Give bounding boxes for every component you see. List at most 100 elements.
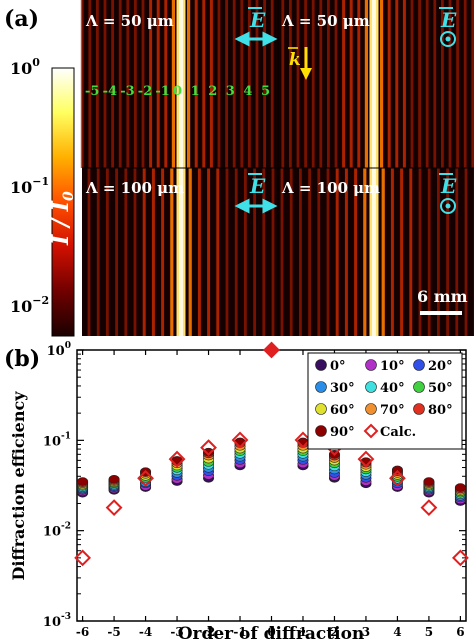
axes: -6 -5 -4 -3 -2 -1 0 1 2 3 4 5 6 100 10-1 10-2 10-3 (43, 341, 466, 639)
x-axis-label: Order of diffraction (178, 624, 365, 641)
legend-marker (315, 359, 327, 371)
x-tick-label: -2 (202, 625, 215, 639)
fringe (197, 168, 201, 336)
fringe (134, 0, 137, 168)
fringe (395, 0, 399, 168)
x-tick-label: -1 (233, 625, 246, 639)
data-point (454, 483, 466, 492)
fringe (311, 0, 315, 168)
fringe (390, 168, 394, 336)
e-field-label-4: E (440, 174, 457, 198)
legend-entry: 50° (428, 381, 453, 396)
x-tick-label: -6 (76, 625, 89, 639)
legend-entry: 0° (330, 359, 346, 374)
intensity-subpanel-1 (80, 0, 282, 168)
fringe (88, 0, 92, 168)
fringe (253, 168, 256, 336)
legend-marker (315, 425, 327, 437)
legend: 0° 10° 20° 30° 40° 50° 60° 70° 80° 90° Calc. (307, 352, 463, 450)
out-of-plane-dot-2 (445, 203, 451, 209)
fringe (209, 0, 213, 168)
panel-b-label: (b) (4, 346, 40, 372)
legend-entry: 70° (380, 403, 405, 418)
x-tick-label: 4 (393, 625, 401, 639)
zero-order-core (179, 168, 183, 336)
legend-entry: 10° (380, 359, 405, 374)
fringe (96, 168, 100, 336)
order-label: 0 (173, 84, 182, 99)
fringe (471, 0, 474, 168)
fringe (141, 0, 145, 168)
fringe (171, 0, 175, 168)
fringe (326, 168, 330, 336)
fringe (126, 0, 130, 168)
subpanel-title-3: Λ = 100 μm (85, 179, 184, 197)
y-tick-label: 10-3 (43, 612, 71, 630)
zero-order-core (179, 0, 183, 168)
legend-marker (365, 381, 377, 393)
y-tick-label: 10-1 (43, 431, 71, 449)
fringe (289, 168, 293, 336)
fringe (335, 168, 339, 336)
calc-point (420, 499, 438, 517)
x-tick-label: 1 (299, 625, 307, 639)
calc-point (74, 549, 92, 567)
calc-point (137, 469, 154, 487)
fringe (202, 0, 206, 168)
fringe (299, 168, 302, 336)
fringe (80, 0, 84, 168)
subpanel-title-4: Λ = 100 μm (281, 179, 380, 197)
colorbar-ticks: 100 10−1 10−2 (10, 56, 49, 316)
fringe (207, 168, 211, 336)
fringe (164, 0, 168, 168)
fringe (319, 0, 323, 168)
fringe (103, 0, 107, 168)
legend-marker (315, 403, 327, 415)
fringe (188, 168, 192, 336)
fringe (281, 0, 285, 168)
panel-a: (a) 100 10−1 10−2 I / I0 Λ = 50 μm Λ = 5… (4, 0, 474, 337)
fringe (418, 0, 421, 168)
fringe (194, 0, 198, 168)
legend-marker (413, 359, 425, 371)
fringe (433, 0, 437, 168)
intensity-subpanel-2 (278, 0, 474, 168)
calc-point (357, 450, 375, 468)
fringe (255, 0, 259, 168)
fringe (344, 168, 348, 336)
calc-point (105, 499, 123, 517)
fringe (308, 168, 311, 336)
fringe (248, 0, 251, 168)
fringe (270, 0, 274, 168)
legend-entry: 20° (428, 359, 453, 374)
fringe (464, 168, 468, 336)
fringe (364, 0, 368, 168)
order-label: 3 (226, 84, 235, 99)
x-tick-label: 3 (362, 625, 370, 639)
fringe (409, 168, 413, 336)
k-vector-label: k (289, 50, 301, 70)
calc-point (451, 549, 469, 567)
fringe (456, 0, 459, 168)
legend-entry: 60° (330, 403, 355, 418)
e-field-label-1: E (249, 8, 266, 32)
x-tick-label: -5 (107, 625, 120, 639)
fringe (381, 168, 385, 336)
fringe (304, 0, 307, 168)
x-tick-label: 6 (456, 625, 464, 639)
fringe (149, 0, 153, 168)
fringe (357, 0, 361, 168)
fringe (317, 168, 321, 336)
out-of-plane-dot-1 (445, 36, 451, 42)
fringe (161, 168, 165, 336)
fringe (437, 168, 440, 336)
legend-entry: Calc. (380, 425, 416, 440)
panel-b: (b) -6 -5 -4 -3 -2 -1 0 1 2 3 4 5 6 100 10-1 10-2 10-3 0… (4, 341, 469, 641)
data-marks (74, 341, 469, 567)
legend-marker (365, 403, 377, 415)
fringe (156, 0, 160, 168)
legend-marker (413, 403, 425, 415)
fringe (111, 0, 114, 168)
fringe (217, 0, 221, 168)
